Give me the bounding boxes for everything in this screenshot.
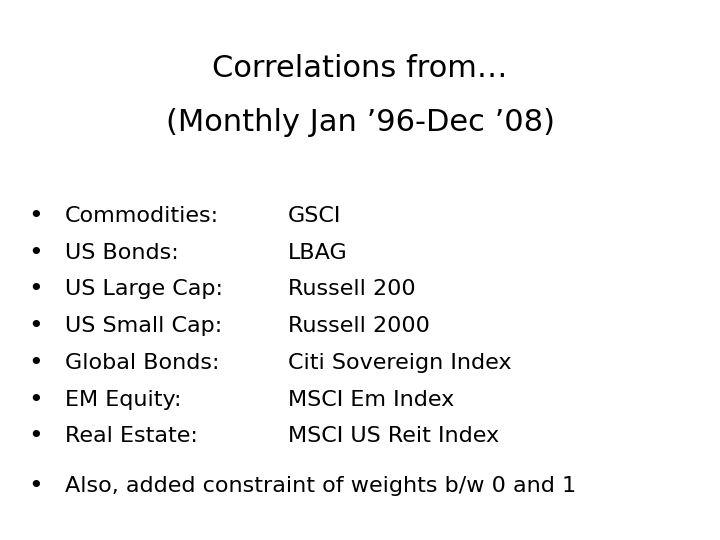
Text: US Large Cap:: US Large Cap: — [65, 279, 222, 300]
Text: Russell 2000: Russell 2000 — [288, 316, 430, 336]
Text: MSCI US Reit Index: MSCI US Reit Index — [288, 426, 499, 447]
Text: LBAG: LBAG — [288, 242, 348, 263]
Text: •: • — [29, 278, 43, 301]
Text: Also, added constraint of weights b/w 0 and 1: Also, added constraint of weights b/w 0 … — [65, 476, 576, 496]
Text: (Monthly Jan ’96-Dec ’08): (Monthly Jan ’96-Dec ’08) — [166, 108, 554, 137]
Text: •: • — [29, 204, 43, 228]
Text: •: • — [29, 424, 43, 448]
Text: Citi Sovereign Index: Citi Sovereign Index — [288, 353, 511, 373]
Text: •: • — [29, 314, 43, 338]
Text: •: • — [29, 241, 43, 265]
Text: Commodities:: Commodities: — [65, 206, 219, 226]
Text: Russell 200: Russell 200 — [288, 279, 415, 300]
Text: •: • — [29, 474, 43, 498]
Text: US Bonds:: US Bonds: — [65, 242, 179, 263]
Text: GSCI: GSCI — [288, 206, 341, 226]
Text: Correlations from…: Correlations from… — [212, 54, 508, 83]
Text: •: • — [29, 351, 43, 375]
Text: EM Equity:: EM Equity: — [65, 389, 181, 410]
Text: MSCI Em Index: MSCI Em Index — [288, 389, 454, 410]
Text: •: • — [29, 388, 43, 411]
Text: US Small Cap:: US Small Cap: — [65, 316, 222, 336]
Text: Real Estate:: Real Estate: — [65, 426, 198, 447]
Text: Global Bonds:: Global Bonds: — [65, 353, 220, 373]
